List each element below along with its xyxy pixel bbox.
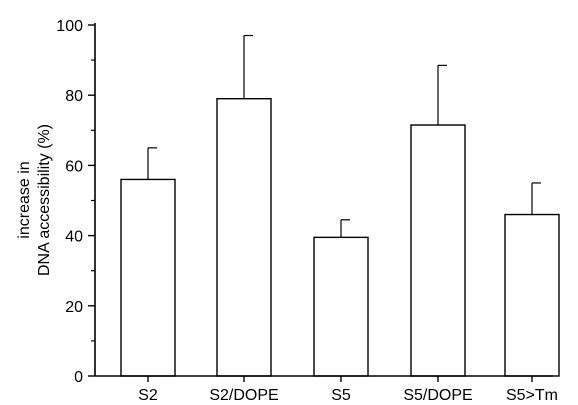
x-tick-label: S2/DOPE — [209, 387, 278, 404]
y-tick-label: 40 — [65, 229, 83, 246]
bar-s2-dope — [216, 98, 272, 377]
bar-s2 — [120, 178, 176, 377]
y-axis-title-line-1: increase in — [16, 161, 33, 238]
bar-s5-tm — [504, 213, 560, 377]
x-tick-label: S5/DOPE — [403, 387, 472, 404]
y-axis-title: increase in DNA accessibility (%) — [16, 124, 53, 276]
bar-s5 — [313, 236, 369, 377]
y-tick-label: 20 — [65, 299, 83, 316]
y-axis-title-line-2: DNA accessibility (%) — [36, 124, 53, 276]
y-tick-label: 80 — [65, 88, 83, 105]
y-tick-label: 60 — [65, 158, 83, 175]
x-tick-label: S2 — [138, 387, 158, 404]
x-tick-label: S5>Tm — [506, 387, 558, 404]
x-tick-label: S5 — [331, 387, 351, 404]
y-tick-label: 100 — [56, 18, 83, 35]
bar-s5-dope — [410, 124, 466, 377]
y-tick-label: 0 — [74, 369, 83, 386]
